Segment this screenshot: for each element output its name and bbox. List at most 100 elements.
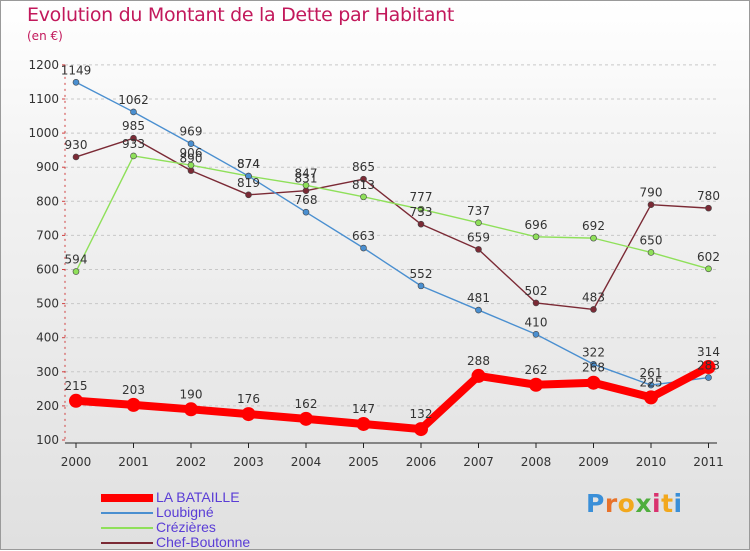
data-label: 819 bbox=[237, 176, 260, 190]
data-point bbox=[475, 306, 482, 314]
data-label: 692 bbox=[582, 219, 605, 233]
data-label: 410 bbox=[525, 315, 548, 329]
series-crezieres bbox=[72, 152, 712, 275]
data-label: 777 bbox=[410, 190, 433, 204]
x-tick-label: 2009 bbox=[578, 455, 609, 469]
legend-swatch bbox=[101, 542, 153, 544]
data-label: 132 bbox=[410, 407, 433, 421]
data-point bbox=[532, 330, 540, 338]
legend-label: Loubigné bbox=[156, 504, 214, 520]
x-tick-label: 2000 bbox=[61, 455, 92, 469]
data-label: 1062 bbox=[118, 93, 149, 107]
legend-label: Chef-Boutonne bbox=[156, 534, 251, 550]
data-label: 813 bbox=[352, 178, 375, 192]
data-point bbox=[184, 402, 198, 417]
data-label: 481 bbox=[467, 291, 490, 305]
proxiti-logo: Proxiti bbox=[586, 489, 683, 518]
data-point bbox=[705, 265, 712, 273]
data-point bbox=[126, 397, 141, 412]
data-point bbox=[647, 249, 655, 256]
data-label: 930 bbox=[65, 138, 88, 152]
data-label: 906 bbox=[180, 146, 203, 160]
brand-letter: P bbox=[586, 489, 605, 518]
legend-swatch bbox=[101, 494, 153, 502]
y-tick-label: 1000 bbox=[28, 126, 59, 140]
data-point bbox=[647, 381, 655, 389]
legend-swatch bbox=[101, 527, 153, 529]
series-line bbox=[75, 155, 710, 273]
data-label: 262 bbox=[525, 363, 548, 377]
x-tick-label: 2006 bbox=[406, 455, 437, 469]
data-point bbox=[360, 175, 367, 183]
data-label: 162 bbox=[295, 397, 318, 411]
data-label: 874 bbox=[237, 157, 260, 171]
x-tick-label: 2001 bbox=[118, 455, 149, 469]
data-label: 1149 bbox=[61, 63, 92, 77]
data-point bbox=[187, 140, 195, 147]
data-point bbox=[130, 152, 137, 160]
x-tick-label: 2010 bbox=[636, 455, 667, 469]
data-point bbox=[417, 220, 425, 228]
data-point bbox=[417, 205, 425, 213]
data-point bbox=[72, 268, 80, 275]
series-la-bataille bbox=[69, 360, 716, 437]
x-tick-label: 2005 bbox=[348, 455, 379, 469]
data-label: 283 bbox=[697, 359, 720, 373]
data-label: 865 bbox=[352, 160, 375, 174]
data-point bbox=[705, 374, 712, 381]
data-point bbox=[302, 208, 310, 216]
data-point bbox=[471, 368, 486, 383]
y-tick-label: 300 bbox=[36, 365, 59, 379]
brand-letter: i bbox=[673, 489, 683, 518]
chart-title: Evolution du Montant de la Dette par Hab… bbox=[27, 4, 455, 26]
data-point bbox=[69, 393, 83, 408]
data-label: 969 bbox=[180, 125, 203, 139]
data-label: 733 bbox=[410, 205, 433, 219]
series-group bbox=[69, 78, 716, 437]
data-point bbox=[360, 244, 367, 252]
series-line bbox=[72, 363, 713, 434]
data-point bbox=[130, 108, 137, 116]
data-label: 985 bbox=[122, 119, 145, 133]
data-point bbox=[360, 193, 367, 201]
data-label: 552 bbox=[410, 267, 433, 281]
data-point bbox=[644, 390, 658, 405]
data-point bbox=[299, 411, 313, 426]
data-point bbox=[475, 219, 482, 227]
data-point bbox=[590, 360, 597, 368]
data-label: 780 bbox=[697, 189, 720, 203]
series-line bbox=[75, 137, 710, 311]
data-label: 933 bbox=[122, 137, 145, 151]
data-point bbox=[701, 360, 716, 375]
x-tick-label: 2003 bbox=[233, 455, 264, 469]
series-chef-boutonne bbox=[72, 134, 712, 313]
chart-unit: (en €) bbox=[27, 29, 63, 43]
grid-lines bbox=[65, 64, 717, 407]
data-label: 737 bbox=[467, 204, 490, 218]
series-line bbox=[75, 81, 710, 386]
data-label: 215 bbox=[65, 379, 88, 393]
data-point bbox=[414, 422, 428, 437]
brand-letter: t bbox=[661, 489, 674, 518]
data-point bbox=[417, 282, 425, 290]
y-tick-label: 1200 bbox=[28, 58, 59, 72]
data-point bbox=[72, 153, 80, 161]
y-tick-label: 100 bbox=[36, 433, 59, 447]
y-tick-label: 900 bbox=[36, 160, 59, 174]
brand-letter: x bbox=[635, 489, 652, 518]
series-loubigne bbox=[72, 78, 712, 389]
data-label: 650 bbox=[640, 233, 663, 247]
data-label: 790 bbox=[640, 186, 663, 200]
data-point bbox=[241, 407, 256, 422]
data-label: 190 bbox=[180, 387, 203, 401]
data-labels: 930 985 890 819 831 865 733 659 502 483 790 780 594 9… bbox=[61, 63, 720, 421]
data-label: 203 bbox=[122, 383, 145, 397]
data-label: 890 bbox=[180, 152, 203, 166]
data-label: 502 bbox=[525, 284, 548, 298]
data-label: 147 bbox=[352, 402, 375, 416]
legend-label: Crézières bbox=[156, 519, 216, 535]
data-point bbox=[475, 246, 482, 253]
data-point bbox=[302, 181, 310, 189]
data-label: 225 bbox=[640, 375, 663, 389]
